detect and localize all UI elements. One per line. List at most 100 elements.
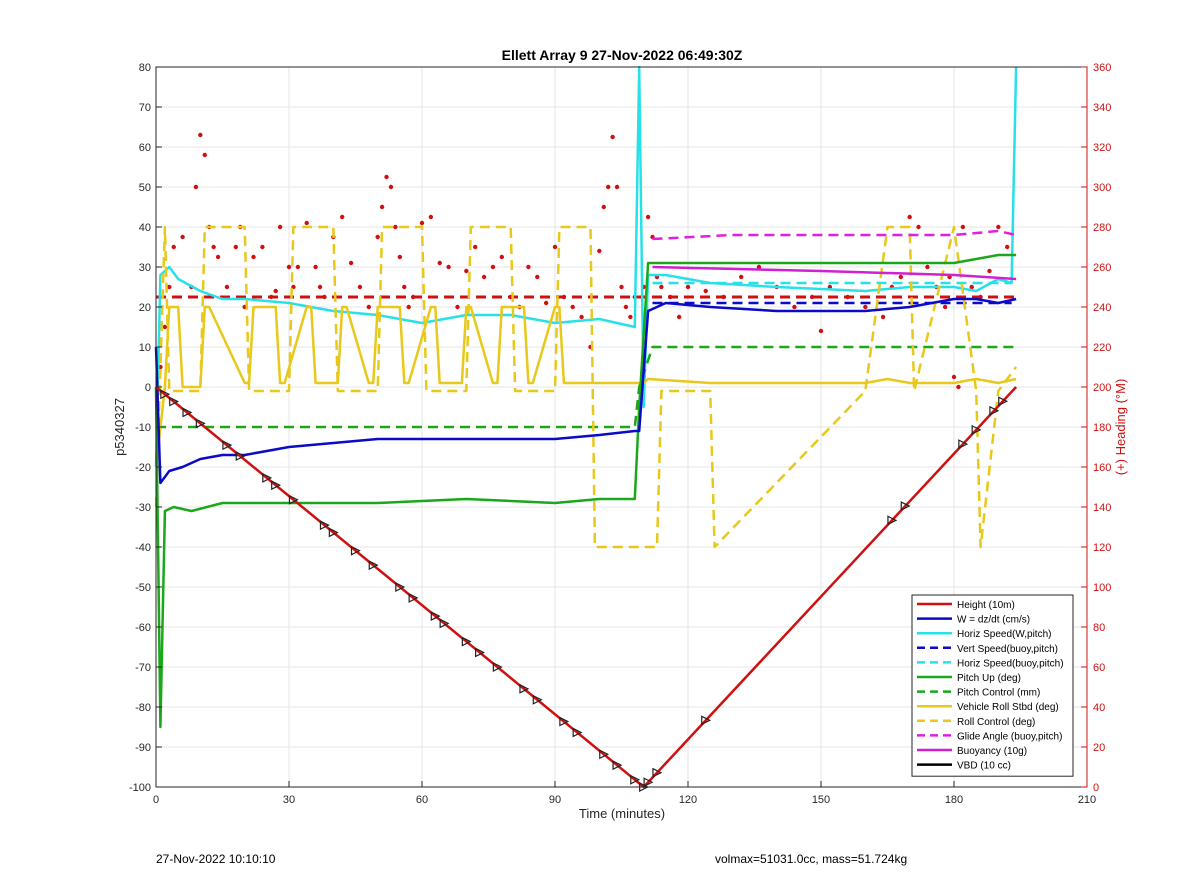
- y2-tick-label: 120: [1093, 542, 1111, 554]
- y2-tick-label: 80: [1093, 622, 1105, 634]
- heading-point: [273, 288, 278, 294]
- heading-point: [388, 184, 394, 190]
- legend-label: Pitch Control (mm): [957, 688, 1040, 699]
- heading-point: [845, 294, 850, 300]
- heading-point: [739, 274, 744, 280]
- y2-tick-label: 320: [1093, 142, 1111, 154]
- y2-tick-label: 200: [1093, 382, 1111, 394]
- turn-marker: [701, 715, 712, 726]
- heading-point: [340, 214, 345, 220]
- heading-layer: [156, 132, 1017, 390]
- y2-tick-label: 220: [1093, 342, 1111, 354]
- heading-point: [809, 294, 815, 300]
- turn-marker: [989, 405, 1000, 416]
- heading-point: [756, 264, 762, 270]
- turn-marker: [368, 560, 379, 571]
- heading-point: [969, 284, 974, 290]
- turn-marker: [532, 694, 543, 705]
- y2-tick-label: 160: [1093, 462, 1111, 474]
- heading-point: [481, 274, 487, 280]
- series-line-horiz-speed-w-pitch: [154, 65, 1018, 468]
- chart-legend: Height (10m) W = dz/dt (cm/s) Horiz Speed(…: [911, 594, 1074, 777]
- y2-tick-label: 40: [1093, 702, 1105, 714]
- y-tick-label: -30: [135, 502, 151, 514]
- legend-label: Buoyancy (10g): [957, 746, 1027, 757]
- heading-point: [703, 288, 708, 294]
- turn-marker: [958, 439, 969, 450]
- heading-point: [295, 264, 301, 270]
- footer-timestamp: 27-Nov-2022 10:10:10: [156, 852, 276, 866]
- turn-marker: [271, 480, 282, 491]
- y2-tick-label: 60: [1093, 662, 1105, 674]
- turn-marker: [998, 396, 1009, 407]
- series-line-w-dz-dt-cm-s: [154, 297, 1017, 485]
- heading-point: [291, 284, 296, 290]
- heading-point: [211, 244, 216, 250]
- heading-point: [601, 204, 606, 210]
- heading-point: [987, 268, 992, 274]
- heading-point: [286, 264, 292, 270]
- heading-point: [215, 254, 221, 260]
- y-tick-label: -90: [135, 742, 151, 754]
- heading-point: [597, 248, 602, 254]
- heading-point: [322, 294, 327, 300]
- y2-tick-label: 360: [1093, 62, 1111, 74]
- turn-marker: [900, 501, 911, 512]
- y2-tick-label: 20: [1093, 742, 1105, 754]
- y-tick-label: -20: [135, 462, 151, 474]
- y2-tick-label: 0: [1093, 782, 1099, 794]
- series-line-glide-angle-buoy-pitch: [652, 229, 1017, 241]
- heading-point: [162, 324, 168, 330]
- y-tick-label: 10: [139, 342, 151, 354]
- heading-point: [818, 328, 824, 334]
- y2-tick-label: 280: [1093, 222, 1111, 234]
- heading-point: [473, 244, 478, 250]
- turn-marker: [572, 727, 583, 738]
- heading-point: [410, 294, 416, 300]
- heading-point: [233, 244, 238, 250]
- axis-ticks: 0 30 60 90 120 150 180 210-100-90-80-70-60-50-4…: [129, 62, 1111, 806]
- heading-point: [996, 224, 1001, 230]
- heading-point: [224, 284, 230, 290]
- y2-axis-label: (+) Heading (°M): [1113, 379, 1128, 476]
- legend-label: Horiz Speed(W,pitch): [957, 629, 1051, 640]
- heading-point: [668, 294, 673, 300]
- y-tick-label: -10: [135, 422, 151, 434]
- heading-point: [269, 294, 274, 300]
- y-axis-label: p5340327: [112, 398, 127, 456]
- heading-point: [348, 260, 354, 266]
- turn-marker: [160, 389, 171, 400]
- heading-point: [313, 264, 318, 270]
- x-tick-label: 90: [549, 794, 561, 806]
- heading-point: [543, 300, 549, 306]
- x-tick-label: 60: [416, 794, 428, 806]
- y-tick-label: -60: [135, 622, 151, 634]
- heading-point: [880, 314, 886, 320]
- turn-marker: [328, 527, 339, 538]
- heading-point: [490, 264, 496, 270]
- heading-point: [464, 268, 469, 274]
- y-tick-label: -70: [135, 662, 151, 674]
- legend-label: W = dz/dt (cm/s): [957, 615, 1030, 626]
- heading-point: [419, 220, 425, 226]
- heading-point: [393, 224, 398, 230]
- turn-marker: [182, 407, 193, 418]
- turn-marker: [408, 592, 419, 603]
- heading-point: [526, 264, 531, 270]
- turn-marker: [599, 749, 610, 760]
- legend-label: VBD (10 cc): [957, 761, 1011, 772]
- y-tick-label: 80: [139, 62, 151, 74]
- heading-point: [606, 184, 611, 190]
- heading-point: [956, 384, 961, 390]
- heading-point: [180, 234, 185, 240]
- heading-point: [570, 304, 575, 310]
- heading-point: [499, 254, 504, 260]
- y-tick-label: 40: [139, 222, 151, 234]
- turn-marker: [288, 494, 299, 505]
- heading-point: [277, 224, 283, 230]
- turn-marker: [319, 520, 330, 531]
- heading-point: [619, 284, 624, 290]
- x-tick-label: 0: [153, 794, 159, 806]
- heading-point: [379, 204, 385, 210]
- y-tick-label: 0: [145, 382, 151, 394]
